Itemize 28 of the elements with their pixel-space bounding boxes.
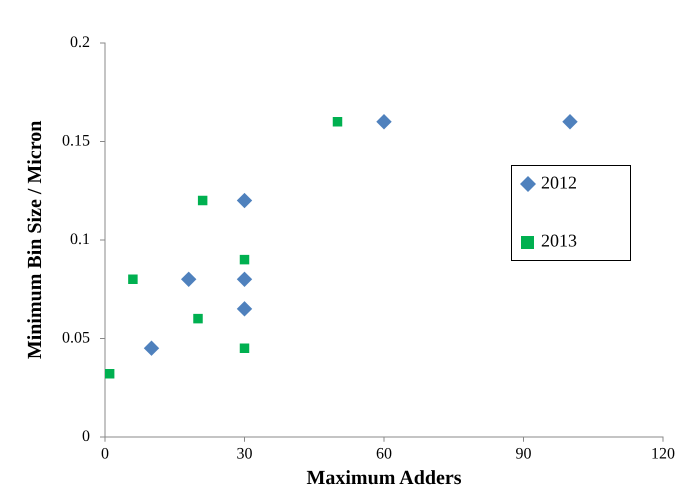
x-tick-label: 120 <box>651 446 675 463</box>
y-tick-label: 0 <box>82 428 90 446</box>
x-axis-title: Maximum Adders <box>306 467 462 490</box>
point <box>181 272 196 287</box>
point <box>237 301 252 316</box>
point <box>128 274 138 284</box>
point <box>198 196 208 206</box>
point <box>240 254 250 264</box>
point <box>332 117 342 127</box>
x-tick-label: 60 <box>376 446 392 463</box>
point <box>237 193 252 208</box>
point <box>105 369 114 379</box>
legend-label: 2012 <box>541 172 577 193</box>
legend-label: 2013 <box>541 230 577 251</box>
point <box>240 343 250 353</box>
x-tick-label: 0 <box>101 446 109 463</box>
y-tick-label: 0.15 <box>62 132 90 150</box>
x-tick-label: 30 <box>236 446 252 463</box>
point <box>376 114 392 130</box>
y-tick-label: 0.2 <box>70 34 90 52</box>
point <box>144 340 159 356</box>
x-tick-label: 90 <box>516 446 532 463</box>
point <box>562 114 578 130</box>
y-tick-label: 0.1 <box>70 231 90 248</box>
point <box>193 314 203 324</box>
y-axis-title: Minimum Bin Size / Micron <box>24 120 46 360</box>
point <box>237 272 252 287</box>
y-tick-label: 0.05 <box>62 330 90 347</box>
